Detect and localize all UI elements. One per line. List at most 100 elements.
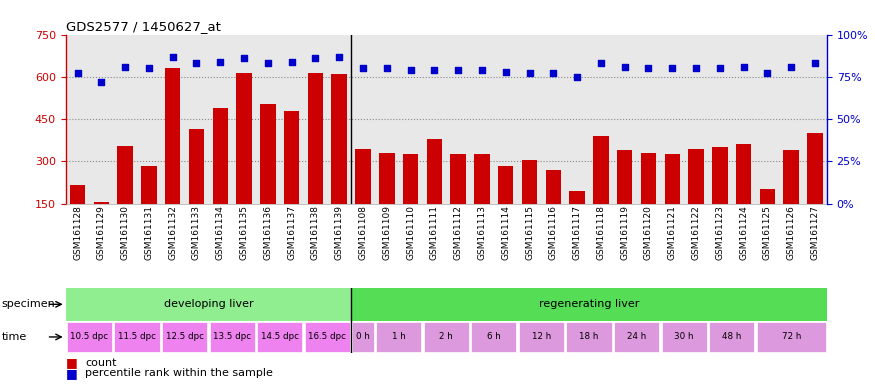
Bar	[760, 189, 775, 246]
Point	[570, 74, 584, 80]
Bar	[474, 154, 490, 246]
Text: specimen: specimen	[2, 299, 55, 310]
Text: 30 h: 30 h	[675, 333, 694, 341]
Point	[71, 70, 85, 76]
Bar	[308, 73, 323, 246]
Bar	[189, 129, 204, 246]
Text: 6 h: 6 h	[487, 333, 500, 341]
Bar	[593, 136, 609, 246]
Bar	[66, 288, 351, 321]
Bar	[332, 74, 346, 246]
Bar	[165, 68, 180, 246]
Point	[284, 58, 298, 65]
Point	[760, 70, 774, 76]
Point	[737, 64, 751, 70]
Point	[594, 60, 608, 66]
Text: 13.5 dpc: 13.5 dpc	[214, 333, 251, 341]
Bar	[689, 149, 704, 246]
Text: 0 h: 0 h	[356, 333, 370, 341]
Text: regenerating liver: regenerating liver	[539, 299, 639, 310]
Bar	[566, 322, 612, 352]
Bar	[70, 185, 85, 246]
Text: GDS2577 / 1450627_at: GDS2577 / 1450627_at	[66, 20, 220, 33]
Bar	[709, 322, 754, 352]
Point	[713, 65, 727, 71]
Point	[190, 60, 204, 66]
Bar	[546, 170, 561, 246]
Point	[165, 53, 179, 60]
Point	[308, 55, 322, 61]
Bar	[424, 322, 469, 352]
Text: 2 h: 2 h	[439, 333, 453, 341]
Bar	[257, 322, 303, 352]
Text: ■: ■	[66, 356, 77, 369]
Bar	[353, 322, 374, 352]
Bar	[115, 322, 159, 352]
Bar	[427, 139, 442, 246]
Point	[499, 69, 513, 75]
Text: 24 h: 24 h	[626, 333, 646, 341]
Bar	[213, 108, 228, 246]
Bar	[236, 73, 252, 246]
Bar	[351, 288, 827, 321]
Bar	[379, 153, 395, 246]
Point	[332, 53, 346, 60]
Bar	[304, 322, 350, 352]
Bar	[260, 104, 276, 246]
Point	[808, 60, 822, 66]
Point	[142, 65, 156, 71]
Text: percentile rank within the sample: percentile rank within the sample	[85, 368, 273, 379]
Text: 1 h: 1 h	[392, 333, 405, 341]
Point	[118, 64, 132, 70]
Bar	[141, 166, 157, 246]
Bar	[117, 146, 133, 246]
Bar	[783, 150, 799, 246]
Bar	[712, 147, 727, 246]
Bar	[355, 149, 371, 246]
Bar	[808, 133, 822, 246]
Point	[618, 64, 632, 70]
Text: 10.5 dpc: 10.5 dpc	[70, 333, 108, 341]
Text: developing liver: developing liver	[164, 299, 253, 310]
Text: 11.5 dpc: 11.5 dpc	[118, 333, 156, 341]
Bar	[402, 154, 418, 246]
Text: 72 h: 72 h	[781, 333, 801, 341]
Point	[452, 67, 466, 73]
Point	[641, 65, 655, 71]
Point	[522, 70, 536, 76]
Bar	[570, 191, 584, 246]
Bar	[472, 322, 516, 352]
Bar	[519, 322, 564, 352]
Point	[665, 65, 679, 71]
Bar	[66, 322, 112, 352]
Text: time: time	[2, 332, 27, 342]
Bar	[162, 322, 207, 352]
Point	[261, 60, 275, 66]
Bar	[664, 154, 680, 246]
Text: 18 h: 18 h	[579, 333, 598, 341]
Text: 12.5 dpc: 12.5 dpc	[165, 333, 204, 341]
Text: 12 h: 12 h	[532, 333, 551, 341]
Bar	[640, 153, 656, 246]
Point	[380, 65, 394, 71]
Point	[237, 55, 251, 61]
Point	[94, 79, 108, 85]
Bar	[451, 154, 466, 246]
Text: 14.5 dpc: 14.5 dpc	[261, 333, 298, 341]
Point	[546, 70, 560, 76]
Point	[403, 67, 417, 73]
Bar	[209, 322, 255, 352]
Text: 16.5 dpc: 16.5 dpc	[308, 333, 347, 341]
Point	[475, 67, 489, 73]
Bar	[498, 166, 514, 246]
Bar	[376, 322, 421, 352]
Point	[356, 65, 370, 71]
Bar	[617, 150, 633, 246]
Text: count: count	[85, 358, 116, 368]
Bar	[522, 160, 537, 246]
Point	[214, 58, 228, 65]
Text: 48 h: 48 h	[722, 333, 741, 341]
Bar	[736, 144, 752, 246]
Bar	[757, 322, 826, 352]
Bar	[662, 322, 707, 352]
